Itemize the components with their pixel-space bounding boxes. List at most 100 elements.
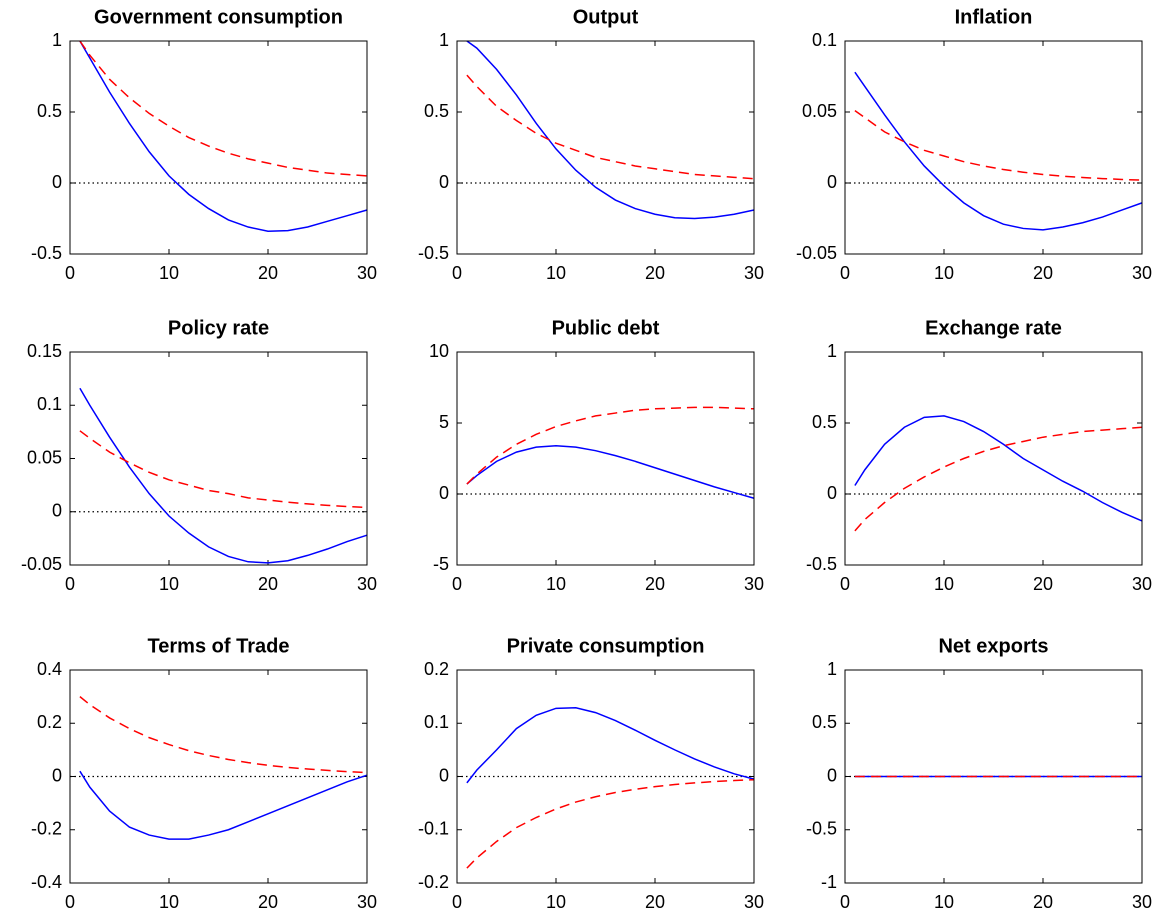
x-tick-label: 10	[934, 892, 954, 912]
axes-background	[845, 41, 1142, 254]
axes-box	[456, 669, 755, 884]
y-tick-label: 0	[52, 172, 62, 192]
x-tick-label: 0	[65, 263, 75, 283]
x-tick-label: 0	[840, 574, 850, 594]
x-tick-label: 20	[258, 263, 278, 283]
y-tick-label: 0.15	[27, 341, 62, 361]
y-tick-label: 0	[827, 483, 837, 503]
y-tick-label: -0.05	[21, 554, 62, 574]
axes-box	[844, 351, 1143, 566]
series-line	[466, 74, 755, 180]
axes-box	[69, 351, 368, 566]
x-tick-label: 0	[840, 892, 850, 912]
x-tick-label: 30	[1132, 892, 1152, 912]
axes-background	[70, 41, 367, 254]
series-line	[79, 696, 368, 774]
y-tick-label: 0	[439, 172, 449, 192]
y-tick-label: -0.4	[31, 872, 62, 892]
x-tick-label: 20	[258, 574, 278, 594]
axes-background	[845, 352, 1142, 565]
y-tick-label: 1	[439, 30, 449, 50]
series-line	[79, 40, 368, 177]
y-tick-label: 0.1	[812, 30, 837, 50]
y-tick-label: -0.5	[806, 819, 837, 839]
y-tick-label: 0	[439, 483, 449, 503]
subplot-title: Private consumption	[507, 635, 705, 657]
series-line	[854, 109, 1143, 181]
y-tick-label: 10	[429, 341, 449, 361]
series-line	[854, 71, 1143, 231]
y-tick-label: 0.05	[27, 447, 62, 467]
x-tick-label: 30	[357, 892, 377, 912]
y-tick-label: 0.1	[424, 712, 449, 732]
axes-box	[456, 351, 755, 566]
subplot-title: Public debt	[552, 317, 660, 339]
axes-box	[69, 669, 368, 884]
series-line	[466, 778, 755, 869]
x-tick-label: 0	[65, 892, 75, 912]
x-tick-label: 30	[744, 263, 764, 283]
x-tick-label: 10	[159, 574, 179, 594]
y-tick-label: 5	[439, 412, 449, 432]
y-tick-label: -0.05	[796, 243, 837, 263]
x-tick-label: 10	[546, 574, 566, 594]
x-tick-label: 30	[744, 892, 764, 912]
y-tick-label: 0	[827, 765, 837, 785]
x-tick-label: 0	[452, 574, 462, 594]
y-tick-label: 0	[52, 765, 62, 785]
axes-box	[844, 40, 1143, 255]
series-line	[466, 444, 755, 499]
axes-box	[69, 40, 368, 255]
y-tick-label: 0.4	[37, 659, 62, 679]
series-line	[854, 426, 1143, 532]
series-line	[466, 40, 755, 220]
series-line	[466, 707, 755, 784]
subplot-title: Government consumption	[94, 6, 343, 28]
series-line	[79, 430, 368, 509]
y-tick-label: -1	[821, 872, 837, 892]
y-tick-label: 0	[439, 765, 449, 785]
y-tick-label: -0.5	[806, 554, 837, 574]
x-tick-label: 10	[159, 892, 179, 912]
series-line	[854, 415, 1143, 522]
x-tick-label: 0	[65, 574, 75, 594]
subplot-title: Terms of Trade	[148, 635, 290, 657]
subplot-title: Net exports	[938, 635, 1048, 657]
y-tick-label: 0.5	[37, 101, 62, 121]
subplot-title: Inflation	[955, 6, 1033, 28]
x-tick-label: 20	[1033, 263, 1053, 283]
subplot: -0.2 -0.1 0 0.1 0.2 0 10 20 30 Private consumptio…	[418, 635, 764, 911]
y-tick-label: 0.2	[424, 659, 449, 679]
x-tick-label: 30	[357, 263, 377, 283]
y-tick-label: 0.05	[802, 101, 837, 121]
x-tick-label: 20	[645, 263, 665, 283]
x-tick-label: 20	[1033, 574, 1053, 594]
y-tick-label: 0	[52, 501, 62, 521]
y-tick-label: -0.2	[31, 819, 62, 839]
x-tick-label: 30	[357, 574, 377, 594]
series-line	[79, 40, 368, 233]
series-line	[79, 387, 368, 564]
y-tick-label: -0.5	[418, 243, 449, 263]
x-tick-label: 30	[1132, 263, 1152, 283]
subplot-title: Exchange rate	[925, 317, 1062, 339]
x-tick-label: 20	[645, 892, 665, 912]
x-tick-label: 10	[546, 892, 566, 912]
subplot-title: Policy rate	[168, 317, 269, 339]
x-tick-label: 0	[452, 263, 462, 283]
x-tick-label: 10	[546, 263, 566, 283]
x-tick-label: 10	[934, 263, 954, 283]
y-tick-label: -5	[433, 554, 449, 574]
axes-box	[844, 669, 1143, 884]
axes-box	[456, 40, 755, 255]
y-tick-label: 1	[827, 341, 837, 361]
y-tick-label: 0.5	[812, 712, 837, 732]
x-tick-label: 20	[258, 892, 278, 912]
